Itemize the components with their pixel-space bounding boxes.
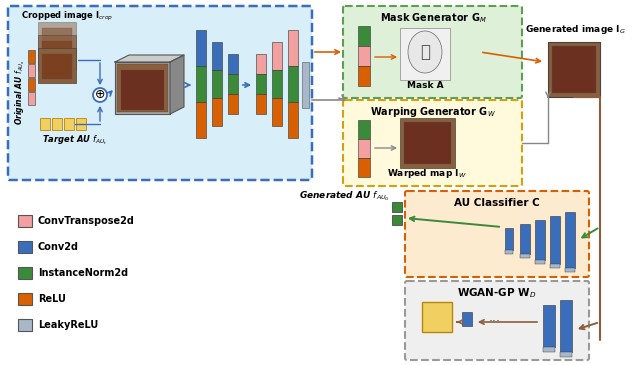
Bar — [358, 66, 370, 86]
Bar — [228, 94, 238, 114]
Text: ConvTranspose2d: ConvTranspose2d — [38, 216, 135, 226]
Bar — [543, 305, 555, 347]
Bar — [38, 35, 76, 70]
Bar — [212, 98, 222, 126]
Bar — [28, 50, 35, 63]
Bar — [18, 319, 32, 331]
Bar — [38, 48, 76, 83]
Bar — [302, 62, 309, 108]
Bar — [358, 158, 370, 177]
Bar — [42, 28, 72, 53]
Bar — [272, 42, 282, 70]
Bar — [212, 42, 222, 70]
Bar — [196, 66, 206, 102]
Bar — [28, 78, 35, 91]
Bar — [18, 241, 32, 253]
Bar — [505, 250, 513, 254]
Polygon shape — [170, 55, 184, 114]
Bar — [535, 260, 545, 264]
Bar — [288, 102, 298, 138]
Text: Target AU $f_{AU_t}$: Target AU $f_{AU_t}$ — [42, 133, 108, 147]
Text: AU Classifier C: AU Classifier C — [454, 198, 540, 208]
Bar — [520, 254, 530, 258]
Bar — [565, 212, 575, 268]
Bar — [422, 302, 452, 332]
Bar — [358, 26, 370, 46]
Bar — [462, 312, 472, 326]
Bar — [212, 70, 222, 98]
Bar — [400, 28, 450, 80]
Bar — [288, 30, 298, 66]
Ellipse shape — [408, 31, 442, 73]
Bar — [38, 22, 76, 57]
Bar — [565, 268, 575, 272]
Bar — [18, 267, 32, 279]
Text: $\oplus$: $\oplus$ — [94, 88, 106, 101]
Bar — [552, 46, 596, 93]
Bar — [256, 94, 266, 114]
Text: ···: ··· — [489, 315, 501, 328]
Bar — [76, 118, 86, 130]
FancyBboxPatch shape — [8, 6, 312, 180]
Text: InstanceNorm2d: InstanceNorm2d — [38, 268, 128, 278]
Bar — [288, 66, 298, 102]
Text: Warped map $\mathbf{I}_W$: Warped map $\mathbf{I}_W$ — [387, 166, 467, 180]
Bar — [392, 202, 402, 212]
Bar — [548, 42, 600, 97]
Bar — [543, 347, 555, 352]
Text: Conv2d: Conv2d — [38, 242, 79, 252]
Bar — [42, 41, 72, 66]
Bar — [272, 98, 282, 126]
Text: Warping Generator $\mathbf{G}_W$: Warping Generator $\mathbf{G}_W$ — [370, 105, 496, 119]
Bar — [272, 70, 282, 98]
Bar — [550, 216, 560, 264]
Bar — [121, 70, 164, 110]
Bar — [64, 118, 74, 130]
Text: LeakyReLU: LeakyReLU — [38, 320, 99, 330]
Circle shape — [93, 88, 107, 102]
Bar — [535, 220, 545, 260]
Bar — [196, 30, 206, 66]
Bar — [18, 293, 32, 305]
Bar — [505, 228, 513, 250]
Polygon shape — [115, 55, 184, 62]
Text: 👤: 👤 — [420, 43, 430, 61]
Bar — [256, 54, 266, 74]
Bar — [28, 64, 35, 77]
Bar — [404, 122, 451, 164]
FancyBboxPatch shape — [343, 100, 522, 186]
Text: Cropped image $\mathbf{I}_{crop}$: Cropped image $\mathbf{I}_{crop}$ — [21, 9, 113, 23]
Bar — [228, 74, 238, 94]
FancyBboxPatch shape — [343, 6, 522, 98]
Bar — [358, 139, 370, 158]
FancyBboxPatch shape — [405, 191, 589, 277]
Text: Mask A: Mask A — [406, 81, 444, 91]
Bar — [28, 92, 35, 105]
Text: Mask Generator $\mathbf{G}_M$: Mask Generator $\mathbf{G}_M$ — [380, 11, 486, 25]
Text: Generated image $\mathbf{I}_G$: Generated image $\mathbf{I}_G$ — [525, 23, 625, 36]
Bar — [358, 46, 370, 66]
FancyBboxPatch shape — [405, 281, 589, 360]
Bar — [256, 74, 266, 94]
Bar — [392, 215, 402, 225]
Bar — [400, 118, 455, 168]
Text: Generated AU $f_{AU_G}$: Generated AU $f_{AU_G}$ — [299, 189, 390, 203]
Bar — [560, 352, 572, 357]
Bar — [196, 102, 206, 138]
Bar — [520, 224, 530, 254]
Bar — [42, 54, 72, 79]
Bar — [560, 300, 572, 352]
Bar — [18, 215, 32, 227]
Bar — [358, 120, 370, 139]
Bar — [115, 62, 170, 114]
Text: WGAN-GP $\mathbf{W}_D$: WGAN-GP $\mathbf{W}_D$ — [457, 286, 537, 300]
Text: Original AU $f_{AU_o}$: Original AU $f_{AU_o}$ — [13, 59, 27, 125]
Text: ReLU: ReLU — [38, 294, 66, 304]
Bar — [550, 264, 560, 268]
Bar — [117, 64, 168, 112]
Bar — [228, 54, 238, 74]
Bar — [52, 118, 62, 130]
Bar — [40, 118, 50, 130]
